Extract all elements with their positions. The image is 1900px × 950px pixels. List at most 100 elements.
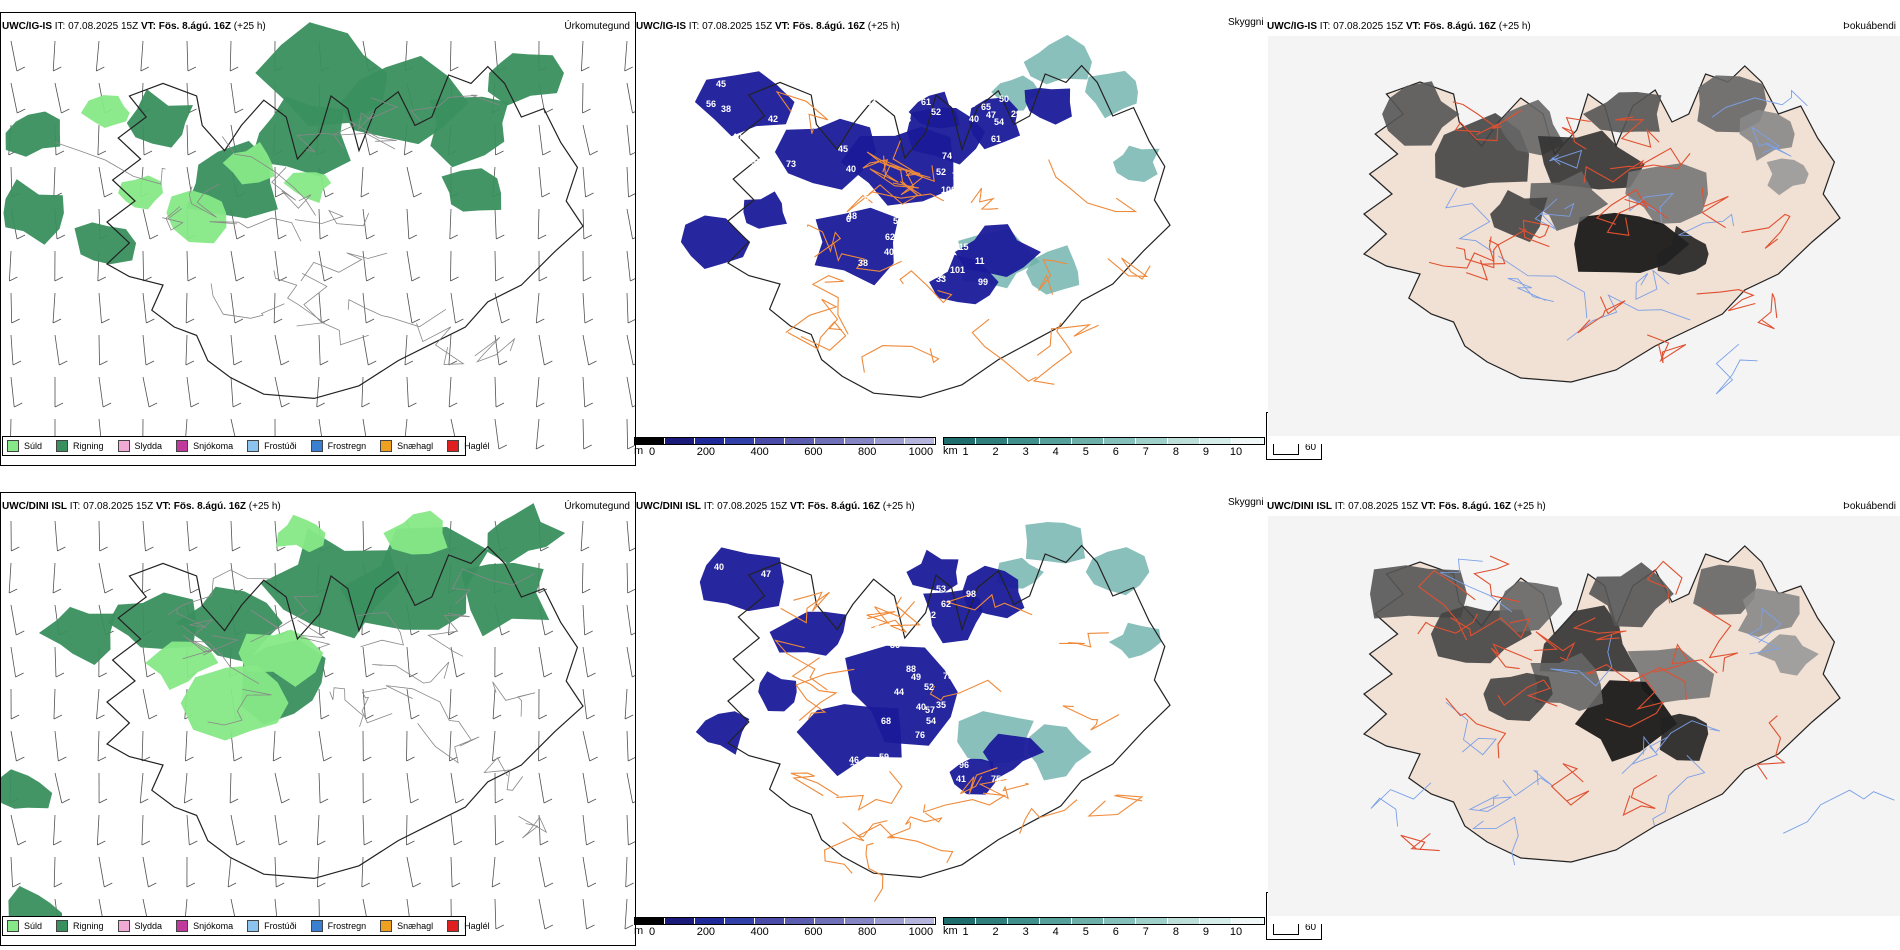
- wind-barb: [411, 276, 420, 282]
- visibility-teal-area: [1023, 34, 1092, 85]
- visibility-low-area: [743, 191, 787, 229]
- visibility-label: 76: [915, 730, 925, 740]
- visibility-low-area: [796, 704, 902, 777]
- wind-barb: [584, 630, 593, 636]
- wind-barb: [540, 546, 549, 552]
- colorbar-bin: [725, 918, 755, 924]
- wind-barb: [274, 856, 277, 888]
- model-name: UWC/DINI ISL: [2, 501, 67, 512]
- wind-barb: [535, 376, 540, 408]
- visibility-low-area: [845, 645, 958, 746]
- legend-item: Snjókoma: [176, 920, 233, 932]
- road-line: [811, 274, 849, 335]
- colorbar-bin: [785, 438, 815, 444]
- road-line: [929, 679, 1002, 702]
- visibility-label: 33: [926, 217, 936, 227]
- precip-rain-area: [107, 592, 197, 649]
- wind-barb: [626, 418, 629, 450]
- visibility-teal-area: [1085, 70, 1138, 119]
- road-line: [1059, 632, 1109, 648]
- road-line: [1701, 607, 1739, 672]
- road-line: [836, 771, 903, 811]
- wind-barb: [450, 250, 452, 282]
- wind-barb: [277, 546, 286, 552]
- visibility-label: 52: [931, 107, 941, 117]
- colorbar-tick-label: 1000: [908, 926, 934, 938]
- river-line: [1751, 125, 1792, 157]
- wind-barb: [449, 208, 452, 240]
- fog-indicator-area: [1625, 163, 1708, 224]
- wind-barb: [234, 318, 244, 324]
- fog-indicator-area: [1693, 564, 1757, 615]
- visibility-label: 33: [866, 97, 876, 107]
- wind-barb: [587, 882, 597, 888]
- wind-barb: [59, 360, 68, 366]
- wind-barb: [54, 730, 59, 762]
- river-line: [1445, 187, 1495, 254]
- wind-barb: [583, 234, 593, 240]
- wind-barb: [581, 66, 590, 72]
- visibility-label: 99: [978, 277, 988, 287]
- wind-barb: [318, 292, 322, 324]
- visibility-label: 75: [943, 671, 953, 681]
- wind-barb: [54, 402, 64, 408]
- visibility-label: 61: [921, 97, 931, 107]
- precip-map-bottom: [1, 503, 635, 936]
- wind-barb: [450, 856, 453, 888]
- colorbar-m-bottom: 0 200 400 600 800 1000 m: [634, 917, 936, 939]
- wind-barb: [361, 376, 364, 408]
- legend-label: Haglél: [464, 441, 490, 451]
- visibility-label: 56: [706, 99, 716, 109]
- road-line: [167, 569, 273, 616]
- legend-item: Haglél: [447, 440, 490, 452]
- visibility-label: 54: [896, 204, 906, 214]
- wind-barb: [319, 798, 329, 804]
- fog-indicator-area: [1370, 565, 1468, 619]
- visibility-teal-area: [1113, 145, 1160, 182]
- road-line: [780, 591, 830, 624]
- wind-barb: [141, 840, 151, 846]
- wind-barb: [10, 646, 16, 678]
- legend-item: Rigning: [56, 920, 104, 932]
- road-line: [1107, 257, 1151, 280]
- wind-barb: [544, 630, 554, 636]
- wind-barb: [230, 334, 235, 366]
- wind-barb: [362, 646, 367, 678]
- fog-indicator-area: [1529, 171, 1609, 231]
- river-line: [1642, 720, 1721, 755]
- wind-barb: [10, 730, 17, 762]
- wind-barb: [589, 150, 598, 156]
- visibility-label: 45: [838, 144, 848, 154]
- wind-barb: [98, 166, 105, 198]
- model-name: UWC/DINI ISL: [636, 501, 701, 512]
- visibility-label: 48: [934, 738, 944, 748]
- legend-label: Slydda: [134, 921, 163, 931]
- road-line: [302, 273, 369, 346]
- precip-rain-area: [487, 503, 566, 564]
- wind-barb: [582, 814, 587, 846]
- wind-barb: [362, 250, 367, 282]
- wind-barb: [278, 276, 288, 282]
- wind-barb: [543, 798, 553, 804]
- wind-barb: [55, 672, 65, 678]
- road-line: [361, 687, 393, 724]
- river-line: [1445, 701, 1497, 756]
- wind-barb: [148, 402, 158, 408]
- init-time: IT: 07.08.2025 15Z: [1319, 21, 1404, 32]
- visibility-label: 88: [906, 664, 916, 674]
- road-line: [978, 778, 1029, 800]
- wind-barb: [10, 82, 18, 114]
- visibility-label: 70: [941, 747, 951, 757]
- wind-barb: [9, 276, 18, 282]
- wind-barb: [624, 66, 633, 72]
- wind-barb: [501, 318, 510, 324]
- wind-barb: [145, 360, 155, 366]
- wind-barb: [12, 360, 22, 366]
- wind-barb: [626, 730, 629, 762]
- visibility-label: 115: [954, 242, 969, 252]
- wind-barb: [149, 234, 159, 240]
- road-line: [1577, 296, 1626, 334]
- visibility-low-area: [814, 207, 899, 286]
- lead-time: (+25 h): [882, 501, 915, 512]
- wind-barb: [362, 334, 369, 366]
